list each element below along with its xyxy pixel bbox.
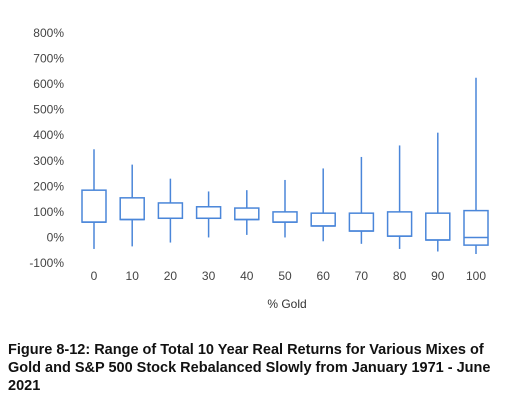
y-tick-label: 800% [33,26,64,40]
box-gold-60 [310,168,336,242]
box-body [386,211,413,237]
x-tick-label: 90 [431,269,445,283]
box-body [234,207,260,221]
box-gold-100 [463,77,489,255]
box-body [272,211,298,223]
box-body [157,202,184,220]
box-gold-40 [234,190,260,235]
x-tick-label: 80 [393,269,407,283]
y-tick-label: 0% [47,230,65,244]
x-tick-label: 50 [278,269,292,283]
x-tick-label: 40 [240,269,254,283]
x-tick-label: 70 [355,269,369,283]
x-axis-title: % Gold [267,297,306,311]
figure-caption: Figure 8-12: Range of Total 10 Year Real… [8,342,491,394]
box-gold-80 [386,145,413,249]
box-body [310,212,336,227]
box-body [119,197,145,221]
y-tick-label: 400% [33,128,64,142]
box-body [425,212,451,241]
x-axis-tick-labels: 0 10 20 30 40 50 60 70 80 90 100 [91,269,487,283]
y-tick-label: 200% [33,179,64,193]
box-gold-0 [81,149,107,249]
box-plot-chart: -100% 0% 100% 200% 300% 400% 500% 600% 700% 80 0 % … [29,26,489,311]
y-tick-label: 600% [33,77,64,91]
y-tick-label: -100% [29,256,64,270]
y-tick-label: 500% [33,103,64,117]
box-gold-10 [119,164,145,247]
box-body [348,212,375,232]
box-gold-30 [195,191,222,238]
box-gold-90 [425,132,451,252]
x-tick-label: 10 [126,269,140,283]
box-body [81,189,107,223]
y-tick-label: 700% [33,52,64,66]
box-body [195,206,222,220]
x-tick-label: 20 [164,269,178,283]
x-tick-label: 0 [91,269,98,283]
box-body [463,209,489,246]
box-gold-70 [348,156,375,244]
box-gold-50 [272,179,298,238]
x-tick-label: 100 [466,269,486,283]
y-tick-label: 100% [33,205,64,219]
y-tick-label: 300% [33,154,64,168]
box-gold-20 [157,178,184,243]
x-tick-label: 30 [202,269,216,283]
x-tick-label: 60 [317,269,331,283]
box-series [81,77,489,255]
y-axis-tick-labels: -100% 0% 100% 200% 300% 400% 500% 600% 700% 800% [29,26,64,270]
